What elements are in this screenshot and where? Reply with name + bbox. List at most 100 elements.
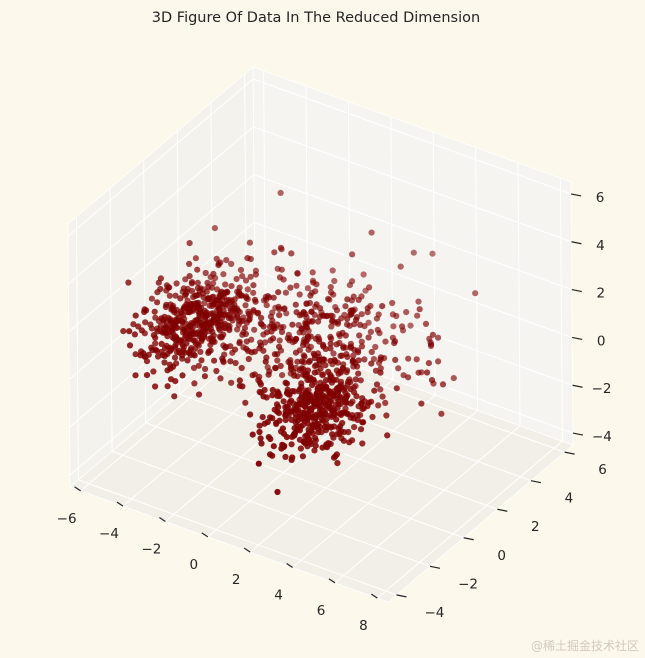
scatter-point bbox=[209, 338, 217, 345]
y-tick-mark bbox=[530, 480, 542, 484]
scatter-point bbox=[365, 334, 372, 341]
scatter-point bbox=[273, 421, 280, 428]
z-tick-label: 0 bbox=[597, 333, 606, 349]
scatter-points bbox=[120, 189, 479, 496]
scatter-point bbox=[132, 372, 139, 379]
scatter-point bbox=[220, 307, 227, 314]
scatter-point bbox=[236, 382, 243, 389]
scatter-point bbox=[298, 326, 305, 333]
scatter-point bbox=[258, 440, 265, 447]
scatter-point bbox=[141, 330, 148, 337]
scatter-point bbox=[342, 303, 349, 310]
scatter-point bbox=[312, 434, 319, 442]
scatter-point bbox=[307, 333, 314, 340]
scatter-point bbox=[369, 413, 376, 421]
scatter-point bbox=[152, 334, 159, 341]
scatter-point bbox=[282, 453, 289, 460]
scatter-point bbox=[167, 347, 174, 354]
scatter-point bbox=[320, 356, 327, 363]
scatter-point bbox=[176, 347, 183, 354]
scatter-point bbox=[329, 317, 336, 324]
scatter-point bbox=[242, 277, 250, 284]
scatter-point bbox=[280, 430, 288, 437]
x-tick-mark bbox=[74, 486, 81, 492]
scatter-point bbox=[163, 287, 170, 294]
scatter-point bbox=[195, 391, 203, 398]
scatter-point bbox=[308, 440, 315, 448]
scatter-point bbox=[340, 361, 347, 368]
scatter-point bbox=[288, 416, 295, 423]
scatter-point bbox=[195, 362, 202, 369]
scatter-point bbox=[126, 342, 134, 349]
scatter-point bbox=[279, 372, 286, 379]
scatter-point bbox=[362, 287, 369, 294]
scatter-point bbox=[357, 377, 364, 384]
z-tick-label: 4 bbox=[596, 238, 605, 254]
scatter-point bbox=[240, 329, 247, 336]
scatter-point bbox=[182, 276, 189, 283]
scatter-point bbox=[193, 292, 200, 299]
scatter-point bbox=[258, 321, 265, 328]
scatter-point bbox=[203, 320, 210, 327]
scatter-point bbox=[372, 343, 379, 351]
scatter-point bbox=[200, 286, 207, 293]
grid-line bbox=[212, 365, 532, 482]
scatter-point bbox=[383, 412, 390, 419]
x-tick-label: −2 bbox=[141, 542, 161, 558]
scatter-point bbox=[162, 303, 169, 311]
scatter-point bbox=[211, 357, 218, 364]
scatter-point bbox=[231, 296, 238, 303]
grid-line bbox=[334, 425, 521, 584]
scatter-point bbox=[395, 365, 402, 372]
y-tick-label: 6 bbox=[598, 462, 607, 478]
scatter-point bbox=[308, 406, 315, 413]
scatter-point bbox=[161, 359, 168, 366]
scatter-point bbox=[220, 331, 227, 338]
scatter-point bbox=[217, 259, 224, 266]
scatter-point bbox=[282, 289, 289, 296]
scatter-point bbox=[298, 365, 305, 372]
scatter-point bbox=[410, 249, 417, 256]
scatter-point bbox=[287, 363, 295, 370]
scatter-point bbox=[169, 324, 177, 332]
scatter-point bbox=[294, 270, 301, 277]
scatter-point bbox=[303, 371, 310, 378]
scatter-point bbox=[148, 295, 155, 302]
scatter-point bbox=[224, 288, 231, 295]
scatter-point bbox=[346, 322, 353, 329]
scatter-point bbox=[333, 390, 340, 397]
scatter-point bbox=[311, 447, 318, 454]
scatter-point bbox=[300, 342, 307, 349]
scatter-point bbox=[220, 271, 227, 278]
scatter-point bbox=[223, 257, 230, 264]
scatter-point bbox=[304, 412, 311, 419]
scatter-point bbox=[271, 351, 278, 358]
scatter-point bbox=[384, 432, 391, 439]
x-tick-mark bbox=[201, 532, 209, 538]
scatter-point bbox=[231, 312, 238, 319]
scatter-point bbox=[320, 341, 327, 348]
scatter-point bbox=[240, 344, 247, 351]
scatter-point bbox=[247, 255, 254, 263]
scatter-point bbox=[348, 311, 355, 318]
scatter-point bbox=[359, 440, 366, 447]
z-tick-label: 2 bbox=[597, 286, 606, 302]
scatter-point bbox=[340, 437, 347, 444]
scatter-point bbox=[314, 368, 321, 375]
scatter-point bbox=[435, 358, 442, 365]
scatter-point bbox=[162, 324, 169, 331]
scatter-point bbox=[305, 327, 312, 334]
scatter-point bbox=[390, 323, 397, 330]
scatter-point bbox=[269, 452, 276, 459]
scatter-point bbox=[439, 381, 447, 388]
scatter-point bbox=[305, 346, 312, 353]
scatter-point bbox=[427, 339, 434, 346]
grid-line bbox=[263, 70, 267, 334]
scatter-point bbox=[334, 320, 341, 327]
scatter-point bbox=[194, 266, 201, 273]
scatter-point bbox=[245, 347, 252, 354]
scatter-point bbox=[152, 383, 159, 390]
scatter-point bbox=[263, 394, 270, 401]
scatter-point bbox=[164, 383, 171, 390]
scatter-point bbox=[389, 299, 396, 307]
